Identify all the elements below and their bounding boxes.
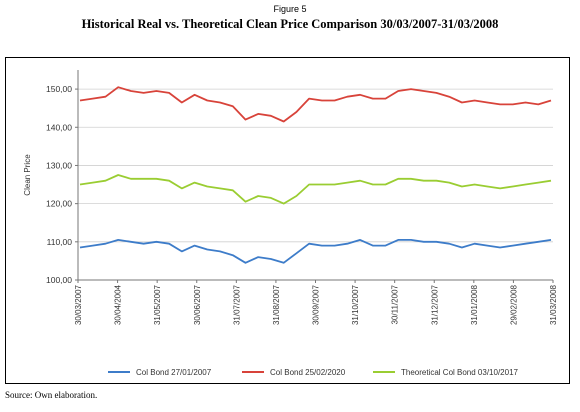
figure-label: Figure 5 bbox=[273, 4, 307, 14]
legend-label: Col Bond 27/01/2007 bbox=[136, 368, 212, 377]
x-tick-label: 31/05/2007 bbox=[153, 284, 162, 325]
y-tick-labels: 100,00 110,00 120,00 130,00 140,00 150,00 bbox=[46, 84, 72, 285]
chart-frame bbox=[5, 57, 570, 384]
series-line bbox=[79, 238, 552, 264]
series-line bbox=[79, 86, 552, 123]
x-tick-label: 31/07/2007 bbox=[232, 284, 241, 325]
x-tick-label: 31/01/2008 bbox=[470, 284, 479, 325]
series-line bbox=[79, 174, 552, 205]
legend: Col Bond 27/01/2007 Col Bond 25/02/2020 Th… bbox=[108, 368, 519, 377]
y-axis-label: Clean Price bbox=[23, 154, 32, 196]
y-tick-label: 100,00 bbox=[46, 275, 72, 285]
x-tick-label: 30/09/2007 bbox=[312, 284, 321, 325]
y-tick-label: 150,00 bbox=[46, 84, 72, 94]
y-tick-label: 110,00 bbox=[47, 237, 73, 247]
y-tick-label: 120,00 bbox=[46, 199, 72, 209]
y-tick-label: 140,00 bbox=[46, 122, 72, 132]
x-tick-label: 30/06/2007 bbox=[193, 284, 202, 325]
legend-label: Theoretical Col Bond 03/10/2017 bbox=[401, 368, 519, 377]
chart-title: Historical Real vs. Theoretical Clean Pr… bbox=[81, 17, 499, 31]
x-tick-label: 29/02/2008 bbox=[509, 284, 518, 325]
x-tick-label: 31/08/2007 bbox=[272, 284, 281, 325]
x-tick-label: 30/04/2004 bbox=[114, 284, 123, 325]
x-tick-label: 30/03/2007 bbox=[74, 284, 83, 325]
source-note: Source: Own elaboration. bbox=[5, 390, 98, 400]
series-lines bbox=[79, 86, 552, 264]
x-tick-label: 31/12/2007 bbox=[430, 284, 439, 325]
legend-label: Col Bond 25/02/2020 bbox=[270, 368, 346, 377]
y-tick-label: 130,00 bbox=[46, 160, 72, 170]
x-tick-labels: 30/03/2007 30/04/2004 31/05/2007 30/06/2007… bbox=[74, 280, 558, 325]
x-tick-label: 31/03/2008 bbox=[549, 284, 558, 325]
x-tick-label: 30/11/2007 bbox=[391, 284, 400, 324]
x-tick-label: 31/10/2007 bbox=[351, 284, 360, 325]
